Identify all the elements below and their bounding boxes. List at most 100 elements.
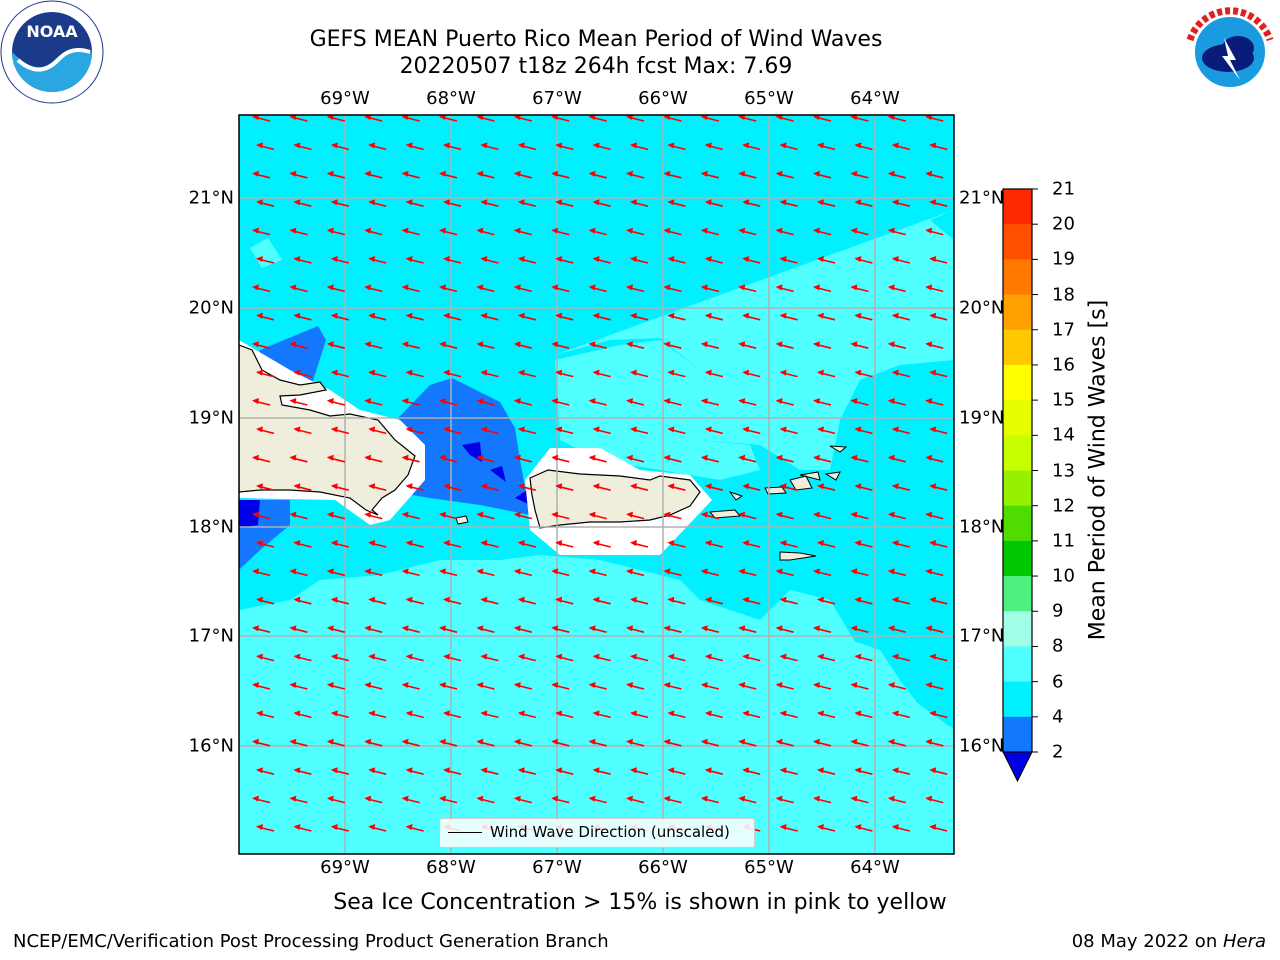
- wave-direction-arrow: [443, 312, 462, 321]
- wave-direction-arrow: [742, 653, 761, 662]
- wave-direction-arrow: [742, 596, 761, 605]
- colorbar-segment: [1003, 224, 1032, 260]
- wave-direction-arrow: [364, 625, 383, 633]
- wave-direction-arrow: [929, 426, 948, 435]
- wave-direction-arrow: [925, 284, 944, 293]
- wave-direction-arrow: [854, 312, 873, 321]
- wave-direction-arrow: [326, 227, 345, 236]
- wave-direction-arrow: [738, 454, 757, 463]
- wave-direction-arrow: [929, 312, 948, 321]
- wave-direction-arrow: [925, 341, 944, 349]
- wave-direction-arrow: [330, 596, 349, 605]
- wave-direction-arrow: [588, 511, 607, 520]
- wave-direction-arrow: [850, 738, 869, 747]
- wave-direction-arrow: [555, 426, 574, 435]
- wave-direction-arrow: [293, 710, 312, 719]
- colorbar-tick-label: 18: [1052, 284, 1075, 306]
- colorbar-segment: [1003, 329, 1032, 366]
- wave-direction-arrow: [364, 115, 383, 122]
- wave-direction-arrow: [738, 398, 757, 406]
- wave-direction-arrow: [891, 369, 910, 378]
- wave-direction-arrow: [667, 256, 686, 264]
- wave-direction-arrow: [405, 426, 424, 435]
- wave-direction-arrow: [513, 682, 532, 690]
- sea-ice-note: Sea Ice Concentration > 15% is shown in …: [333, 890, 947, 915]
- wave-direction-arrow: [700, 341, 719, 349]
- wave-direction-arrow: [738, 170, 757, 179]
- wave-direction-arrow: [704, 483, 723, 491]
- light-period-region-south: [239, 560, 954, 854]
- wave-direction-arrow: [551, 398, 570, 406]
- wave-direction-arrow: [439, 682, 458, 690]
- wave-direction-arrow: [588, 625, 607, 633]
- wave-direction-arrow: [588, 568, 607, 577]
- wave-direction-arrow: [779, 199, 798, 207]
- wave-direction-arrow: [364, 398, 383, 406]
- wave-direction-arrow: [405, 710, 424, 719]
- wave-direction-arrow: [891, 710, 910, 719]
- wave-direction-arrow: [775, 227, 794, 236]
- wave-direction-arrow: [817, 142, 836, 151]
- very-low-period-cell-3: [515, 490, 530, 505]
- wave-direction-arrow: [929, 540, 948, 548]
- wave-direction-arrow: [439, 738, 458, 747]
- wave-direction-arrow: [551, 170, 570, 179]
- wave-direction-arrow: [289, 398, 308, 406]
- wave-direction-arrow: [775, 795, 794, 804]
- lon-label: 69°W: [320, 88, 370, 109]
- wave-direction-arrow: [667, 426, 686, 435]
- wave-direction-arrow: [401, 568, 420, 577]
- wave-direction-arrow: [555, 256, 574, 264]
- wave-direction-arrow: [854, 199, 873, 207]
- wave-direction-arrow: [850, 795, 869, 804]
- wave-direction-arrow: [738, 738, 757, 747]
- wave-direction-arrow: [630, 426, 649, 435]
- wave-direction-arrow: [289, 738, 308, 747]
- wave-direction-arrow: [551, 568, 570, 577]
- wave-direction-arrow: [476, 682, 495, 690]
- wave-direction-arrow: [891, 142, 910, 151]
- wave-direction-arrow: [667, 596, 686, 605]
- wave-direction-arrow: [555, 653, 574, 662]
- wave-direction-arrow: [850, 341, 869, 349]
- colorbar-tick-label: 11: [1052, 530, 1075, 552]
- wave-direction-arrow: [364, 738, 383, 747]
- wave-direction-arrow: [555, 369, 574, 378]
- wave-direction-arrow: [854, 824, 873, 832]
- wave-direction-arrow: [405, 824, 424, 832]
- lon-label: 69°W: [320, 857, 370, 878]
- wave-direction-arrow: [326, 511, 345, 520]
- wave-direction-arrow: [517, 767, 536, 775]
- wave-direction-arrow: [480, 312, 499, 321]
- wave-direction-arrow: [443, 710, 462, 719]
- wave-direction-arrow: [700, 738, 719, 747]
- wave-direction-arrow: [742, 256, 761, 264]
- wave-direction-arrow: [700, 625, 719, 633]
- wave-direction-arrow: [551, 284, 570, 293]
- wave-direction-arrow: [256, 824, 275, 832]
- wave-direction-arrow: [779, 312, 798, 321]
- colorbar-tick-label: 6: [1052, 671, 1064, 693]
- chart-subtitle-forecast: 20220507 t18z 264h fcst Max: 7.69: [399, 54, 793, 79]
- wave-direction-arrow: [817, 312, 836, 321]
- wave-direction-arrow: [700, 454, 719, 463]
- wave-direction-arrow: [704, 767, 723, 775]
- wave-direction-arrow: [592, 653, 611, 662]
- wave-direction-arrow: [588, 227, 607, 236]
- wave-direction-arrow: [293, 256, 312, 264]
- wave-direction-arrow: [555, 199, 574, 207]
- wave-direction-arrow: [289, 170, 308, 179]
- wave-direction-arrow: [330, 142, 349, 151]
- wave-direction-arrow: [330, 369, 349, 378]
- wave-direction-arrow: [256, 199, 275, 207]
- colorbar-tick-label: 10: [1052, 565, 1075, 587]
- wave-direction-arrow: [364, 170, 383, 179]
- wave-direction-arrow: [480, 710, 499, 719]
- wave-direction-arrow: [517, 369, 536, 378]
- hispaniola-land: [239, 344, 416, 516]
- wave-direction-arrow: [891, 426, 910, 435]
- wave-direction-arrow: [443, 199, 462, 207]
- lat-label: 20°N: [959, 297, 1005, 319]
- colorbar-tick-label: 21: [1052, 178, 1075, 200]
